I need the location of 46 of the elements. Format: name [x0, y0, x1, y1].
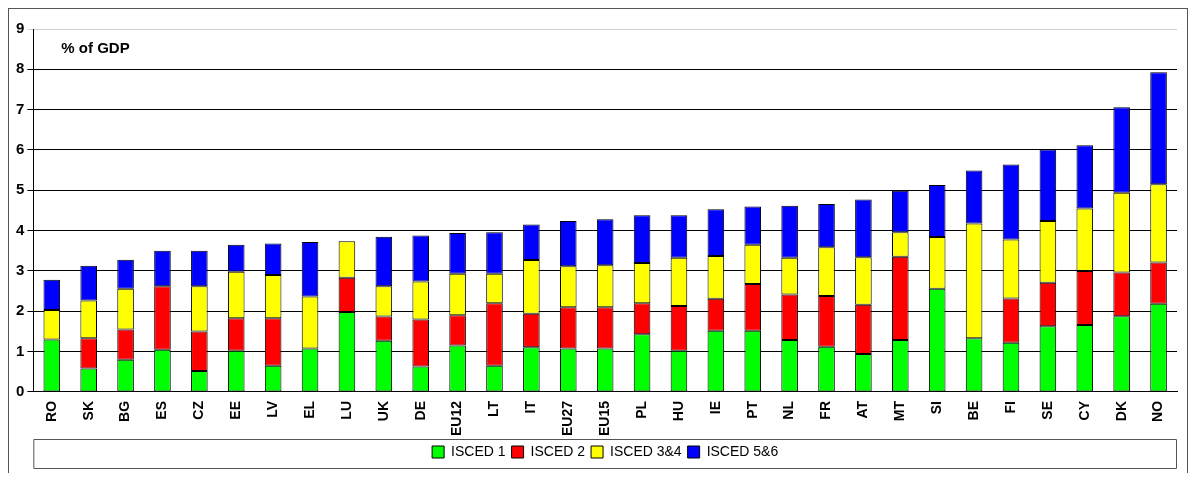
x-tick-label: SK [79, 400, 96, 421]
x-tick-label: CZ [190, 400, 207, 420]
y-tick-label: 5 [16, 180, 25, 198]
y-tick-label: 1 [16, 341, 25, 359]
x-tick-label: MT [891, 400, 908, 422]
x-tick-label: PT [743, 400, 760, 419]
x-tick-label: LT [485, 400, 502, 418]
x-tick-label: FR [817, 400, 834, 420]
y-tick-label: 6 [16, 140, 25, 158]
x-tick-label: BE [964, 400, 981, 421]
annotation: % of GDP [61, 38, 130, 56]
y-tick-label: 3 [16, 261, 25, 279]
x-tick-label: NO [1149, 400, 1166, 422]
x-tick-label: PL [632, 400, 649, 419]
x-tick-label: LU [337, 400, 354, 420]
legend-label: ISCED 3&4 [610, 442, 682, 459]
x-tick-label: IE [706, 400, 723, 415]
y-tick-label: 8 [16, 59, 25, 77]
legend-label: ISCED 1 [451, 442, 506, 459]
x-tick-label: RO [42, 400, 59, 422]
x-tick-label: DK [1112, 400, 1129, 422]
y-tick-label: 2 [16, 301, 25, 319]
x-tick-label: EU12 [448, 400, 465, 437]
x-tick-label: EU15 [596, 400, 613, 437]
x-tick-label: HU [669, 400, 686, 422]
legend-label: ISCED 2 [530, 442, 586, 459]
x-tick-label: SE [1038, 400, 1055, 420]
x-tick-label: ES [153, 400, 170, 420]
legend-label: ISCED 5&6 [706, 442, 779, 459]
x-tick-label: FI [1001, 400, 1018, 414]
y-tick-label: 7 [16, 99, 25, 117]
x-tick-label: DE [411, 400, 428, 421]
x-tick-label: EE [227, 400, 244, 420]
y-tick-label: 0 [16, 382, 25, 400]
x-tick-label: CY [1075, 400, 1092, 421]
y-tick-label: 9 [16, 19, 25, 37]
x-tick-label: AT [854, 400, 871, 419]
x-tick-label: BG [116, 400, 133, 422]
x-tick-label: EL [300, 400, 317, 419]
x-tick-label: UK [374, 400, 391, 422]
x-tick-label: SI [928, 400, 945, 415]
x-tick-label: IT [522, 400, 539, 414]
x-tick-label: LV [264, 400, 280, 418]
y-tick-label: 4 [16, 220, 25, 238]
x-tick-label: NL [780, 400, 797, 420]
x-tick-label: EU27 [559, 400, 576, 437]
